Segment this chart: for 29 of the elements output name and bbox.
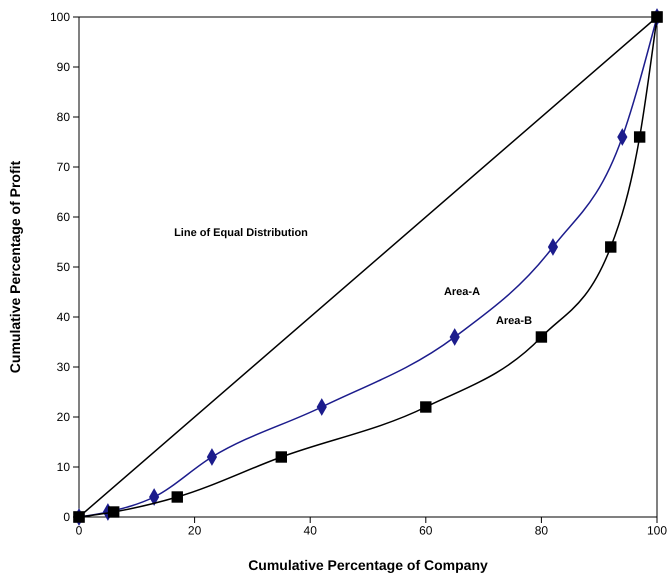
y-tick-label: 20 xyxy=(56,410,70,424)
annotation: Line of Equal Distribution xyxy=(174,227,308,239)
point xyxy=(276,451,287,463)
x-axis-title: Cumulative Percentage of Company xyxy=(248,557,488,573)
x-tick-label: 20 xyxy=(188,524,202,538)
x-tick-label: 0 xyxy=(76,524,83,538)
y-tick-label: 10 xyxy=(56,460,70,474)
annotation: Area-A xyxy=(444,286,480,298)
point xyxy=(605,241,616,253)
y-tick-label: 80 xyxy=(56,110,70,124)
y-tick-label: 60 xyxy=(56,210,70,224)
y-tick-label: 50 xyxy=(56,260,70,274)
y-tick-label: 40 xyxy=(56,310,70,324)
x-tick-label: 60 xyxy=(419,524,433,538)
annotation: Area-B xyxy=(496,315,532,327)
point xyxy=(634,131,646,143)
y-axis-title: Cumulative Percentage of Profit xyxy=(7,160,23,374)
y-tick-label: 30 xyxy=(56,360,70,374)
y-tick-label: 0 xyxy=(63,510,70,524)
y-tick-label: 100 xyxy=(50,10,70,24)
x-tick-label: 100 xyxy=(646,524,668,538)
point xyxy=(536,331,548,343)
x-tick-label: 40 xyxy=(304,524,318,538)
point xyxy=(420,401,432,413)
y-tick-label: 90 xyxy=(56,60,70,74)
point xyxy=(108,506,120,518)
y-tick-label: 70 xyxy=(56,160,70,174)
point xyxy=(172,491,183,503)
x-tick-label: 80 xyxy=(534,524,548,538)
